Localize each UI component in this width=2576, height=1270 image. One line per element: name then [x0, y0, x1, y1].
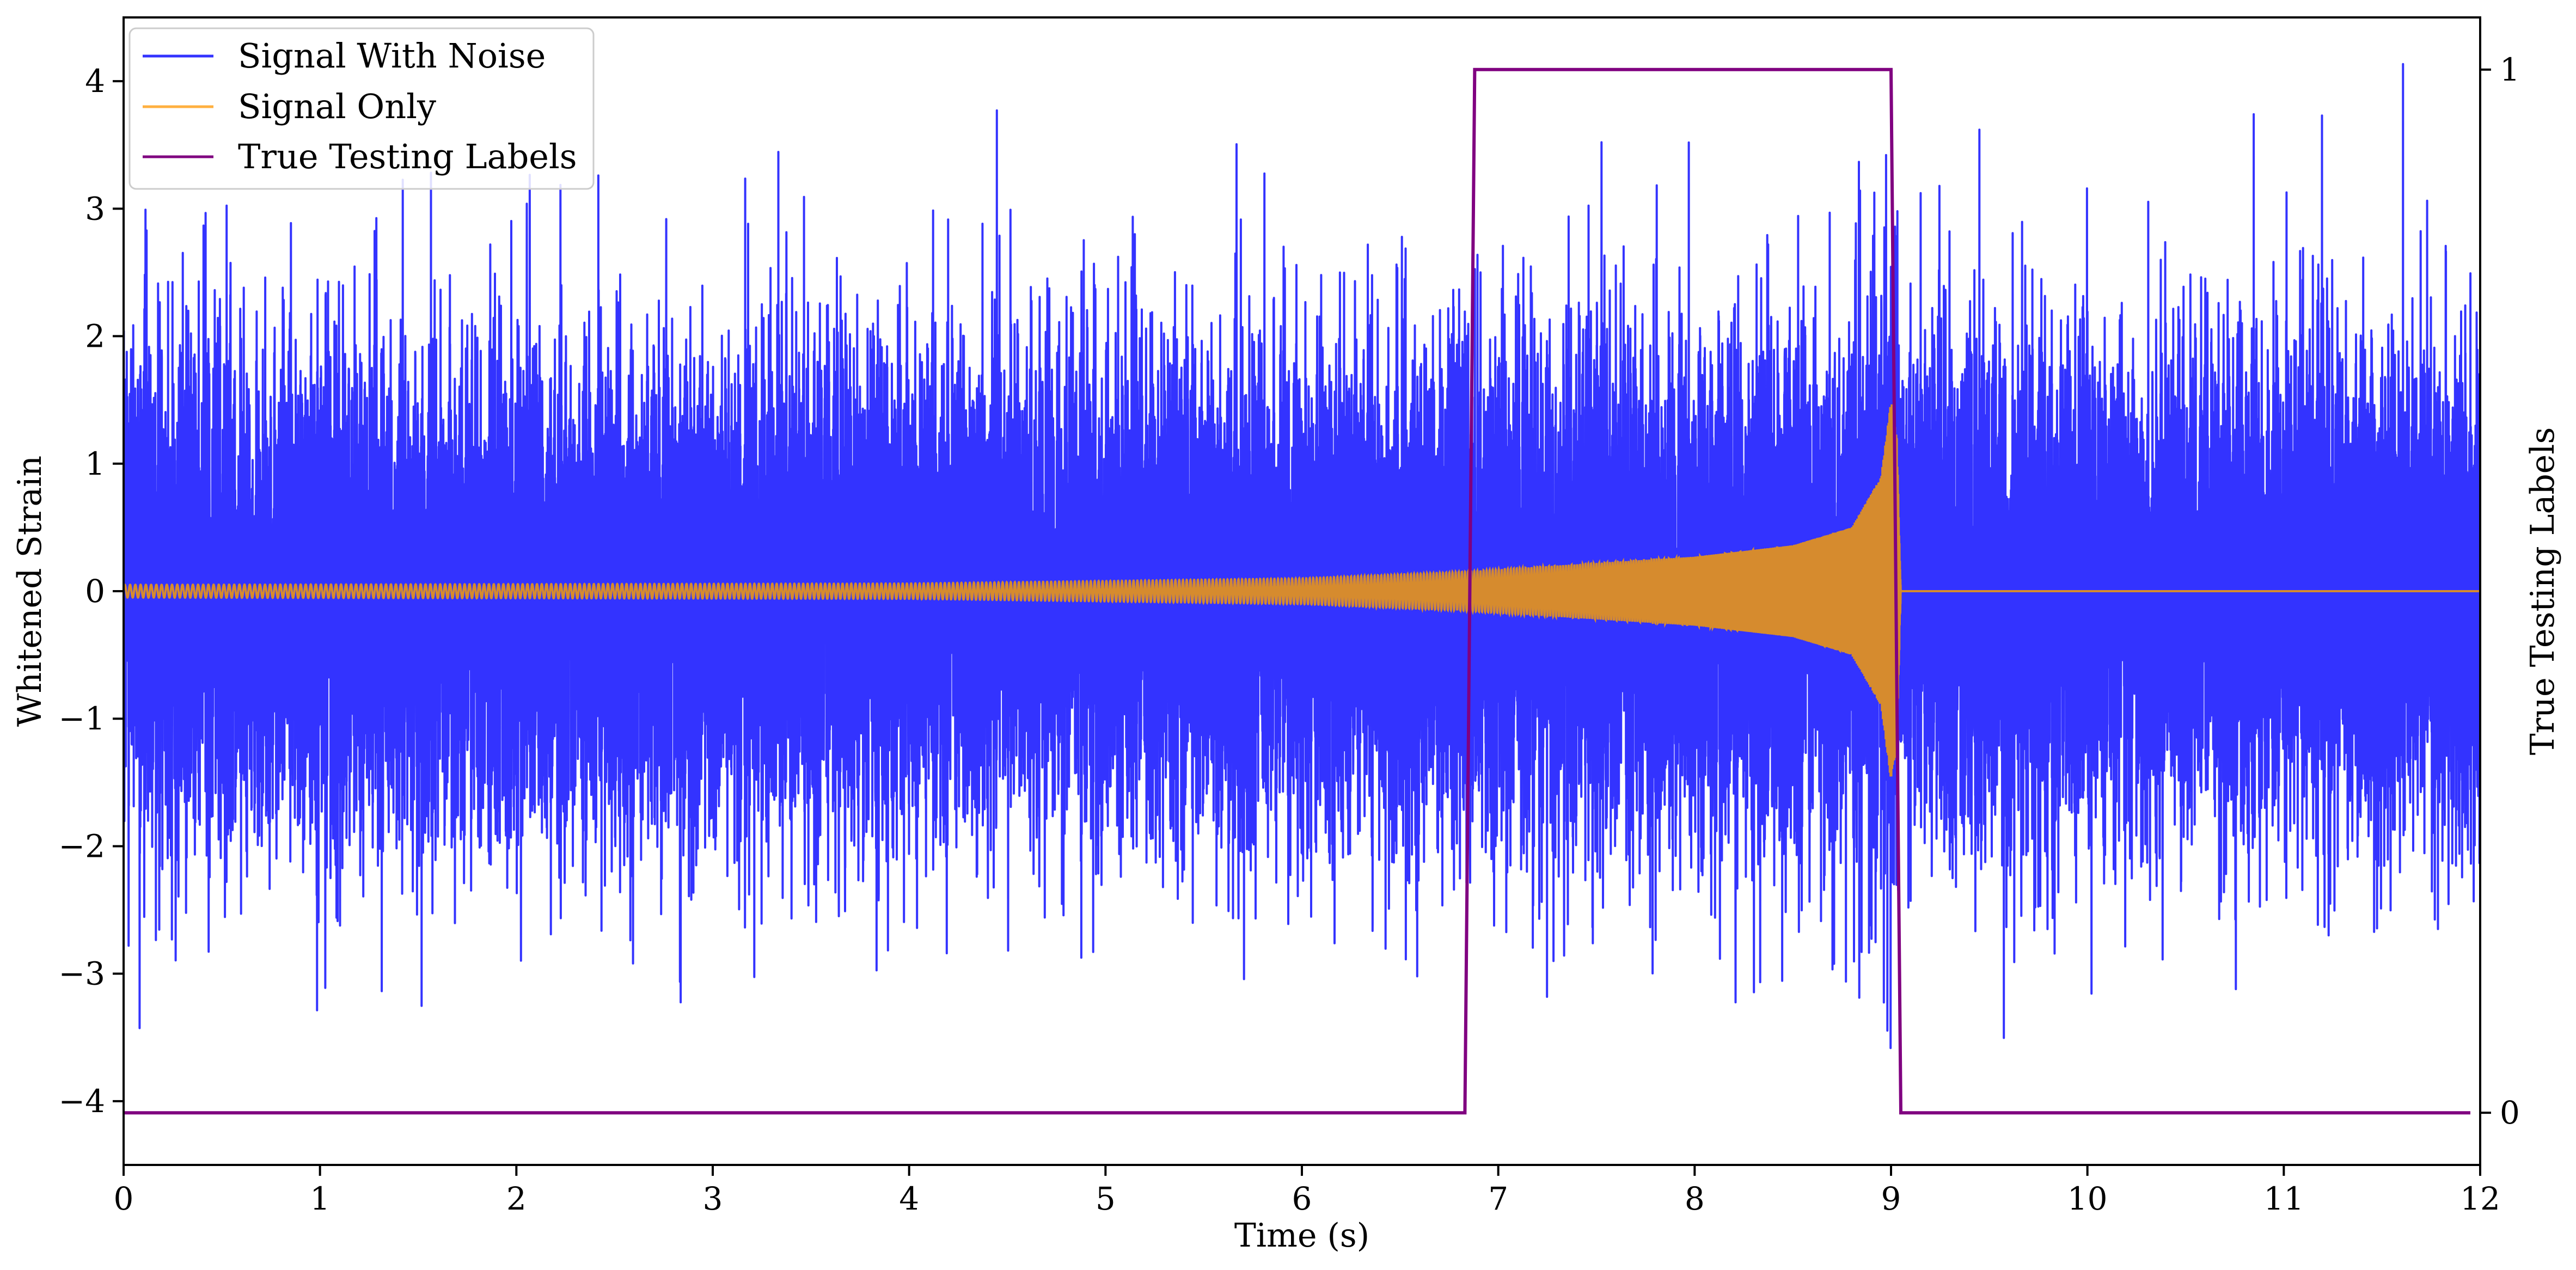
x-tick-label: 7 — [1488, 1180, 1508, 1217]
x-axis-label: Time (s) — [1234, 1217, 1369, 1255]
y-axis-left: −4 −3 −2 −1 0 1 2 3 4 — [59, 63, 124, 1120]
y-axis-label: Whitened Strain — [11, 456, 49, 727]
x-axis: 0 1 2 3 4 5 6 7 8 9 10 11 12 — [114, 1165, 2500, 1217]
plot-area — [124, 63, 2480, 1115]
y2-axis-label: True Testing Labels — [2524, 427, 2562, 756]
x-tick-label: 12 — [2460, 1180, 2500, 1217]
x-tick-label: 3 — [703, 1180, 723, 1217]
x-tick-label: 8 — [1685, 1180, 1705, 1217]
y-axis-right: 01 — [2480, 51, 2520, 1131]
x-tick-label: 0 — [114, 1180, 134, 1217]
legend-entry-signal-only: Signal Only — [238, 87, 436, 126]
y-tick-label: −1 — [59, 700, 106, 737]
y-tick-label: −2 — [59, 827, 106, 864]
legend-box — [129, 27, 595, 190]
y2-tick-label: 0 — [2500, 1094, 2520, 1131]
y-tick-label: −3 — [59, 955, 106, 992]
series-true-testing-labels — [124, 68, 2470, 1115]
x-tick-label: 5 — [1096, 1180, 1116, 1217]
x-tick-label: 9 — [1881, 1180, 1901, 1217]
x-tick-label: 10 — [2067, 1180, 2108, 1217]
series-signal-with-noise — [124, 63, 2480, 1050]
y-tick-label: 4 — [85, 63, 105, 100]
x-tick-label: 4 — [899, 1180, 919, 1217]
x-tick-label: 2 — [506, 1180, 527, 1217]
legend-entry-signal-with-noise: Signal With Noise — [238, 36, 546, 76]
y-tick-label: 1 — [85, 445, 105, 482]
x-tick-label: 1 — [310, 1180, 330, 1217]
y-tick-label: 0 — [85, 573, 105, 610]
y-tick-label: 3 — [85, 190, 105, 227]
x-tick-label: 11 — [2263, 1180, 2304, 1217]
y-tick-label: −4 — [59, 1083, 106, 1120]
legend-entry-true-testing-labels: True Testing Labels — [238, 137, 577, 176]
y-tick-label: 2 — [85, 318, 105, 355]
x-tick-label: 6 — [1292, 1180, 1312, 1217]
y2-tick-label: 1 — [2500, 51, 2520, 88]
legend: Signal With Noise Signal Only True Testi… — [129, 27, 595, 190]
series-signal-only — [124, 404, 2480, 777]
